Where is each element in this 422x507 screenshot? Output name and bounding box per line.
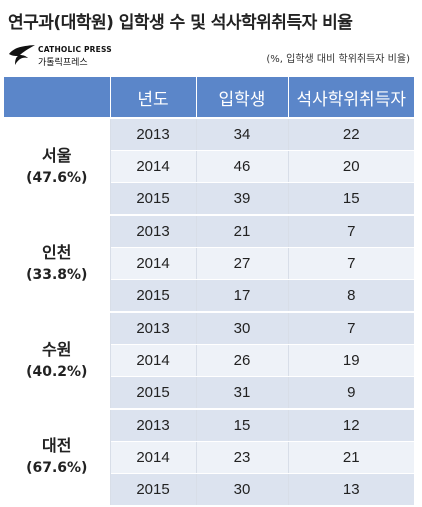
admitted-cell: 27 xyxy=(196,247,289,280)
year-cell: 2015 xyxy=(110,376,197,410)
region-cell-incheon: 인천 (33.8%) xyxy=(4,214,111,313)
header-degrees: 석사학위취득자 xyxy=(288,77,414,118)
region-ratio: (47.6%) xyxy=(26,169,88,186)
admitted-cell: 26 xyxy=(196,344,289,377)
degrees-cell: 19 xyxy=(288,344,414,377)
admitted-cell: 17 xyxy=(196,279,289,313)
degrees-cell: 15 xyxy=(288,182,414,216)
region-ratio: (67.6%) xyxy=(26,460,88,477)
table-row: 2014 23 21 xyxy=(4,441,414,474)
region-name: 대전 xyxy=(42,436,72,456)
admitted-cell: 30 xyxy=(196,311,289,345)
degrees-cell: 9 xyxy=(288,376,414,410)
admitted-cell: 39 xyxy=(196,182,289,216)
header-region xyxy=(4,77,111,118)
admitted-cell: 15 xyxy=(196,408,289,442)
table-row: 2014 27 7 xyxy=(4,247,414,280)
year-cell: 2014 xyxy=(110,344,197,377)
year-cell: 2013 xyxy=(110,408,197,442)
year-cell: 2013 xyxy=(110,117,197,151)
page-title: 연구과(대학원) 입학생 수 및 석사학위취득자 비율 xyxy=(8,13,353,33)
admitted-cell: 23 xyxy=(196,441,289,474)
degrees-cell: 7 xyxy=(288,247,414,280)
year-cell: 2014 xyxy=(110,150,197,183)
year-cell: 2013 xyxy=(110,214,197,248)
header-year: 년도 xyxy=(110,77,197,118)
degrees-cell: 22 xyxy=(288,117,414,151)
logo-text-english: CATHOLIC PRESS xyxy=(38,45,112,54)
degrees-cell: 7 xyxy=(288,214,414,248)
year-cell: 2014 xyxy=(110,441,197,474)
region-ratio: (33.8%) xyxy=(26,266,88,283)
table-row: 인천 (33.8%) 2013 21 7 xyxy=(4,214,414,313)
year-cell: 2015 xyxy=(110,473,197,506)
region-name: 수원 xyxy=(42,339,72,359)
year-cell: 2015 xyxy=(110,182,197,216)
header-admitted: 입학생 xyxy=(196,77,289,118)
admitted-cell: 31 xyxy=(196,376,289,410)
unit-note: (%, 입학생 대비 학위취득자 비율) xyxy=(266,54,410,65)
table-row: 대전 (67.6%) 2013 15 12 xyxy=(4,408,414,507)
degrees-cell: 12 xyxy=(288,408,414,442)
year-cell: 2013 xyxy=(110,311,197,345)
region-ratio: (40.2%) xyxy=(26,363,88,380)
region-name: 인천 xyxy=(42,242,72,262)
degrees-cell: 13 xyxy=(288,473,414,506)
table-row: 수원 (40.2%) 2013 30 7 xyxy=(4,311,414,410)
table-row: 2015 17 8 xyxy=(4,279,414,313)
header-row: 년도 입학생 석사학위취득자 xyxy=(4,77,414,118)
bird-logo-icon xyxy=(9,45,35,65)
table-row: 2015 39 15 xyxy=(4,182,414,216)
table-row: 2015 31 9 xyxy=(4,376,414,410)
region-cell-daejeon: 대전 (67.6%) xyxy=(4,408,111,507)
region-cell-suwon: 수원 (40.2%) xyxy=(4,311,111,410)
region-name: 서울 xyxy=(42,145,72,165)
year-cell: 2014 xyxy=(110,247,197,280)
admitted-cell: 34 xyxy=(196,117,289,151)
degrees-cell: 7 xyxy=(288,311,414,345)
admitted-cell: 46 xyxy=(196,150,289,183)
catholic-press-logo: CATHOLIC PRESS 가톨릭프레스 xyxy=(8,44,128,74)
degrees-cell: 21 xyxy=(288,441,414,474)
table-row: 서울 (47.6%) 2013 34 22 xyxy=(4,117,414,216)
year-cell: 2015 xyxy=(110,279,197,313)
table-row: 2014 26 19 xyxy=(4,344,414,377)
data-table: 년도 입학생 석사학위취득자 서울 (47.6%) 2013 34 22 201… xyxy=(4,77,414,507)
logo-text-korean: 가톨릭프레스 xyxy=(38,58,88,68)
degrees-cell: 8 xyxy=(288,279,414,313)
table-row: 2014 46 20 xyxy=(4,150,414,183)
region-cell-seoul: 서울 (47.6%) xyxy=(4,117,111,216)
admitted-cell: 21 xyxy=(196,214,289,248)
admitted-cell: 30 xyxy=(196,473,289,506)
degrees-cell: 20 xyxy=(288,150,414,183)
